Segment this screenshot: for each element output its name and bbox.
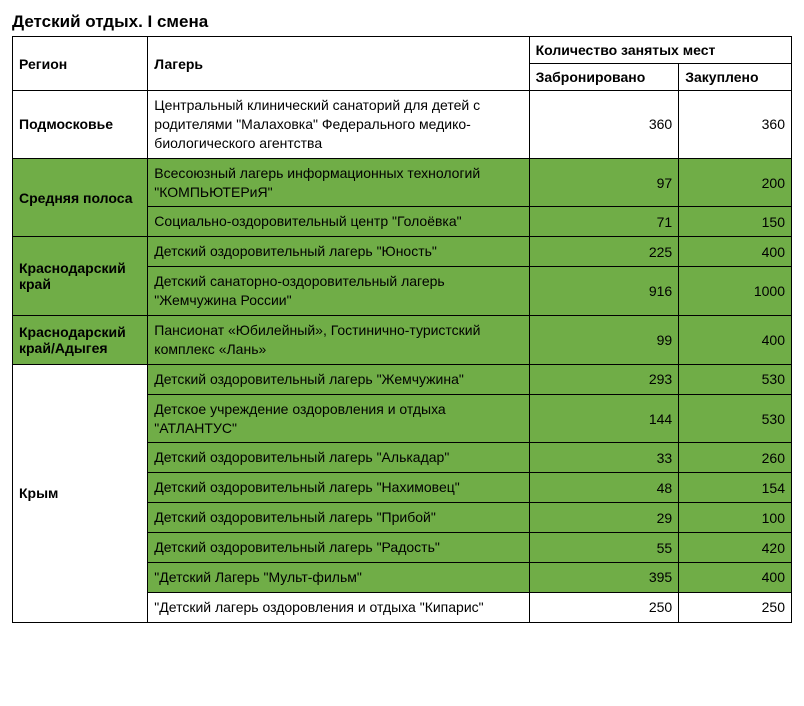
booked-cell: 360 <box>529 91 679 159</box>
booked-cell: 293 <box>529 364 679 394</box>
camp-cell: Детский оздоровительный лагерь "Радость" <box>148 533 529 563</box>
region-cell: Подмосковье <box>13 91 148 159</box>
header-booked: Забронировано <box>529 64 679 91</box>
purchased-cell: 200 <box>679 158 792 207</box>
booked-cell: 916 <box>529 267 679 316</box>
camp-cell: Центральный клинический санаторий для де… <box>148 91 529 159</box>
purchased-cell: 100 <box>679 503 792 533</box>
header-region: Регион <box>13 37 148 91</box>
header-camp: Лагерь <box>148 37 529 91</box>
camp-cell: Социально-оздоровительный центр "Голоёвк… <box>148 207 529 237</box>
purchased-cell: 154 <box>679 473 792 503</box>
booked-cell: 55 <box>529 533 679 563</box>
table-row: Средняя полосаВсесоюзный лагерь информац… <box>13 158 792 207</box>
camp-table: Регион Лагерь Количество занятых мест За… <box>12 36 792 623</box>
camp-cell: Пансионат «Юбилейный», Гостинично-турист… <box>148 316 529 365</box>
table-body: ПодмосковьеЦентральный клинический санат… <box>13 91 792 623</box>
camp-cell: Детский санаторно-оздоровительный лагерь… <box>148 267 529 316</box>
region-cell: Крым <box>13 364 148 622</box>
camp-cell: "Детский лагерь оздоровления и отдыха "К… <box>148 592 529 622</box>
page-title: Детский отдых. I смена <box>12 12 792 32</box>
camp-cell: Детский оздоровительный лагерь "Прибой" <box>148 503 529 533</box>
purchased-cell: 360 <box>679 91 792 159</box>
camp-cell: Детский оздоровительный лагерь "Алькадар… <box>148 443 529 473</box>
purchased-cell: 150 <box>679 207 792 237</box>
booked-cell: 99 <box>529 316 679 365</box>
table-row: ПодмосковьеЦентральный клинический санат… <box>13 91 792 159</box>
table-header: Регион Лагерь Количество занятых мест За… <box>13 37 792 91</box>
booked-cell: 97 <box>529 158 679 207</box>
booked-cell: 225 <box>529 237 679 267</box>
booked-cell: 395 <box>529 563 679 593</box>
booked-cell: 250 <box>529 592 679 622</box>
camp-cell: Детский оздоровительный лагерь "Юность" <box>148 237 529 267</box>
purchased-cell: 400 <box>679 237 792 267</box>
camp-cell: Детский оздоровительный лагерь "Нахимове… <box>148 473 529 503</box>
region-cell: Средняя полоса <box>13 158 148 237</box>
booked-cell: 33 <box>529 443 679 473</box>
booked-cell: 29 <box>529 503 679 533</box>
purchased-cell: 420 <box>679 533 792 563</box>
purchased-cell: 400 <box>679 316 792 365</box>
region-cell: Краснодарский край/Адыгея <box>13 316 148 365</box>
purchased-cell: 260 <box>679 443 792 473</box>
camp-cell: Детский оздоровительный лагерь "Жемчужин… <box>148 364 529 394</box>
camp-cell: "Детский Лагерь "Мульт-фильм" <box>148 563 529 593</box>
table-row: Краснодарский крайДетский оздоровительны… <box>13 237 792 267</box>
purchased-cell: 530 <box>679 364 792 394</box>
header-purchased: Закуплено <box>679 64 792 91</box>
purchased-cell: 1000 <box>679 267 792 316</box>
table-row: Краснодарский край/АдыгеяПансионат «Юбил… <box>13 316 792 365</box>
camp-cell: Детское учреждение оздоровления и отдыха… <box>148 394 529 443</box>
camp-cell: Всесоюзный лагерь информационных техноло… <box>148 158 529 207</box>
header-occupancy-group: Количество занятых мест <box>529 37 791 64</box>
table-row: КрымДетский оздоровительный лагерь "Жемч… <box>13 364 792 394</box>
booked-cell: 48 <box>529 473 679 503</box>
region-cell: Краснодарский край <box>13 237 148 316</box>
purchased-cell: 530 <box>679 394 792 443</box>
booked-cell: 144 <box>529 394 679 443</box>
purchased-cell: 250 <box>679 592 792 622</box>
purchased-cell: 400 <box>679 563 792 593</box>
booked-cell: 71 <box>529 207 679 237</box>
